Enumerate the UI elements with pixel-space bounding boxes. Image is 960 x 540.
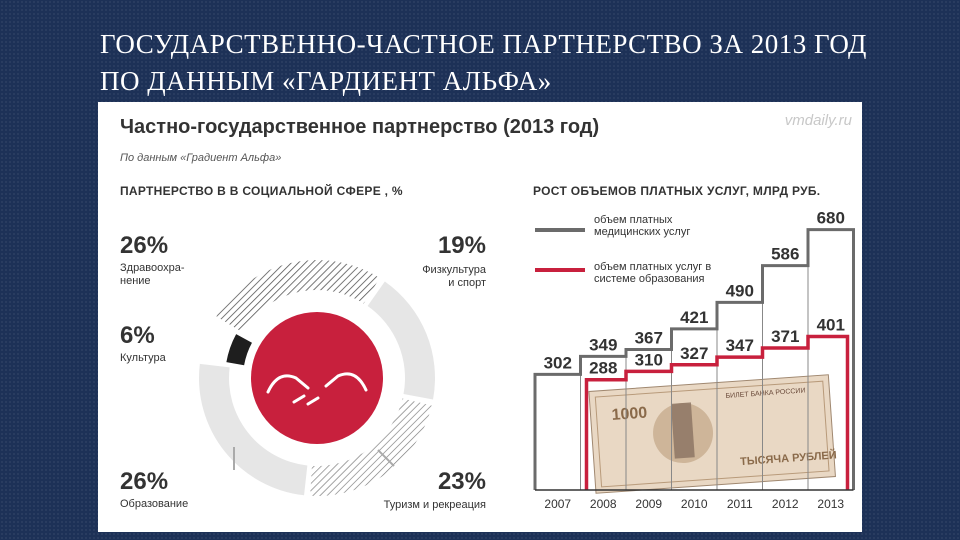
slice-health-pct: 26% (120, 232, 169, 259)
value-label: 490 (726, 281, 754, 300)
year-label: 2010 (681, 497, 708, 511)
donut-slice (367, 281, 435, 400)
value-label: 371 (771, 327, 799, 346)
slice-education-label: Образование (120, 498, 189, 510)
steps-title: РОСТ ОБЪЕМОВ ПЛАТНЫХ УСЛУГ, МЛРД РУБ. (533, 184, 821, 198)
donut-slice (226, 334, 252, 366)
value-label: 347 (726, 336, 754, 355)
slice-health-label: Здравоохра- нение (120, 262, 185, 287)
value-label: 327 (680, 344, 708, 363)
slice-sport-label: Физкультура и спорт (422, 264, 486, 289)
value-label: 367 (635, 328, 663, 347)
step-chart: 1000 ТЫСЯЧА РУБЛЕЙ БИЛЕТ БАНКА РОССИИ 30… (533, 209, 855, 511)
donut-slice (216, 260, 380, 333)
infographic-panel: Частно-государственное партнерство (2013… (98, 102, 862, 532)
year-label: 2009 (635, 497, 662, 511)
donut-chart (199, 260, 435, 496)
series-line (584, 334, 850, 490)
year-label: 2012 (772, 497, 799, 511)
year-label: 2008 (590, 497, 617, 511)
year-label: 2013 (817, 497, 844, 511)
source-note: По данным «Градиент Альфа» (120, 152, 282, 164)
donut-center (251, 312, 383, 444)
handshake-icon (266, 372, 368, 406)
legend-swatch-education (535, 268, 585, 272)
value-label: 421 (680, 308, 708, 327)
legend-label-education: объем платных услуг в системе образовани… (594, 261, 712, 285)
slice-culture-label: Культура (120, 352, 166, 364)
watermark: vmdaily.ru (784, 112, 852, 129)
infographic-title: Частно-государственное партнерство (2013… (120, 116, 600, 138)
banknote-image: 1000 ТЫСЯЧА РУБЛЕЙ БИЛЕТ БАНКА РОССИИ (588, 374, 837, 494)
leader-line (377, 449, 395, 467)
value-label: 401 (817, 315, 845, 334)
slice-education-pct: 26% (120, 468, 169, 495)
value-label: 288 (589, 359, 617, 378)
slide-title: ГОСУДАРСТВЕННО-ЧАСТНОЕ ПАРТНЕРСТВО ЗА 20… (100, 29, 867, 96)
year-label: 2011 (727, 497, 753, 511)
value-label: 310 (635, 350, 663, 369)
slice-tourism-label: Туризм и рекреация (383, 499, 486, 511)
value-label: 302 (544, 353, 572, 372)
legend-swatch-medical (535, 228, 585, 232)
slice-sport-pct: 19% (437, 232, 486, 259)
series-line (533, 228, 855, 490)
legend-label-medical: объем платных медицинских услуг (594, 214, 691, 238)
donut-title: ПАРТНЕРСТВО В В СОЦИАЛЬНОЙ СФЕРЕ , % (120, 184, 403, 198)
year-label: 2007 (544, 497, 571, 511)
value-label: 349 (589, 335, 617, 354)
slice-culture-pct: 6% (120, 322, 155, 349)
donut-slice (310, 398, 432, 496)
value-label: 586 (771, 245, 799, 264)
slice-tourism-pct: 23% (437, 468, 486, 495)
banknote-denomination: 1000 (611, 405, 648, 424)
value-label: 680 (817, 209, 845, 228)
donut-slice (199, 363, 308, 496)
